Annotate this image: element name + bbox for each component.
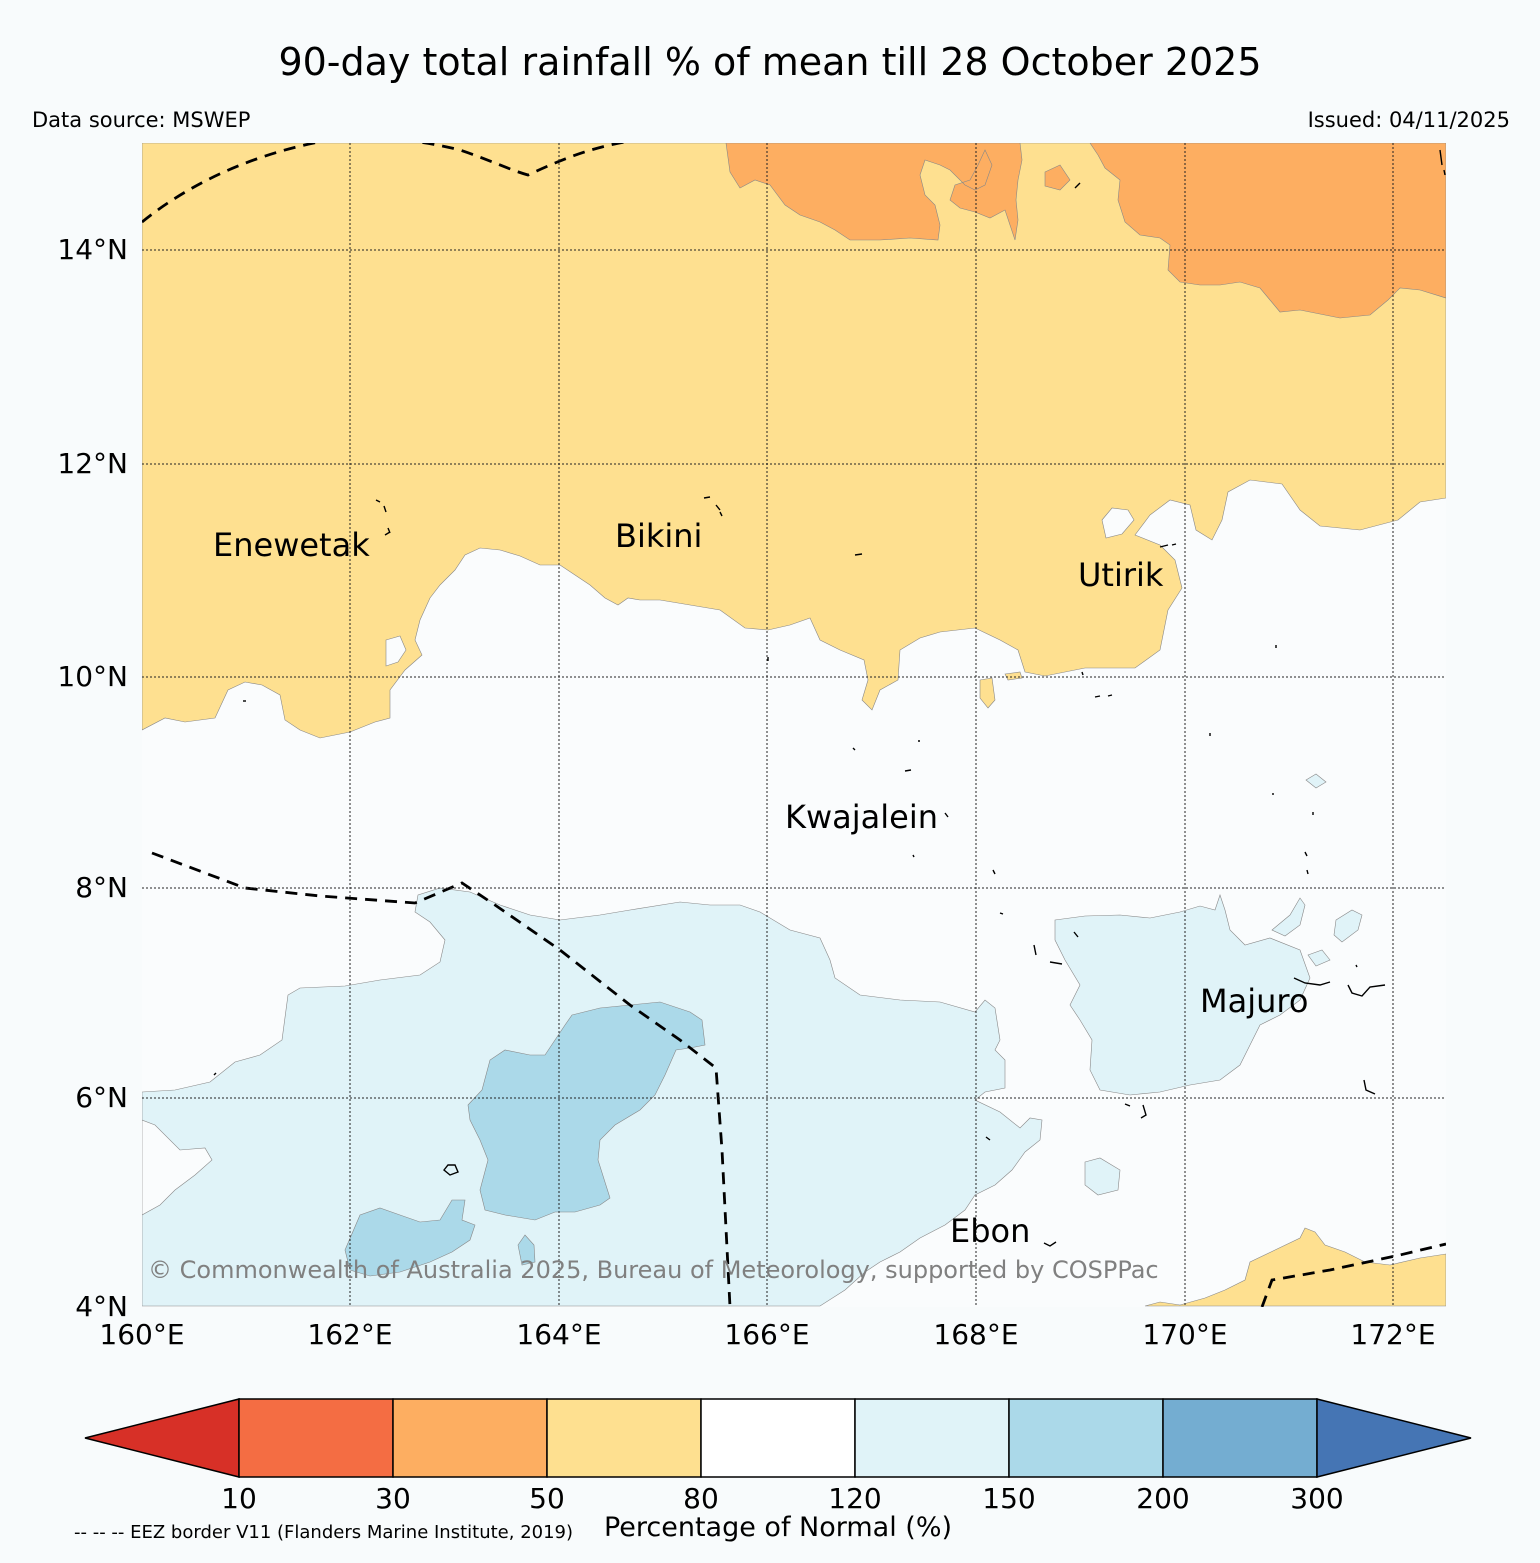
colorbar-tick: 150 [982,1482,1035,1515]
field-50-80-north [142,143,1446,739]
lon-label-168e: 168°E [933,1318,1018,1351]
lon-label-170e: 170°E [1142,1318,1227,1351]
colorbar-tick: 30 [375,1482,411,1515]
colorbar-swatch-200-300 [1162,1398,1318,1478]
colorbar-swatch-10-30 [238,1398,394,1478]
colorbar-swatch-80-120 [700,1398,856,1478]
field-150-200-south [344,1199,476,1277]
lat-labels: 14°N 12°N 10°N 8°N 6°N 4°N [57,233,128,1323]
place-kwajalein: Kwajalein [785,798,938,836]
lat-label-6n: 6°N [75,1081,128,1114]
lon-label-160e: 160°E [99,1318,184,1351]
field-120-150-majuro [1054,894,1311,1096]
place-labels: Enewetak Bikini Utirik Kwajalein Majuro … [213,517,1308,1250]
colorbar-extend-low [84,1398,240,1478]
field-80-120-hole [1101,507,1135,539]
lat-label-10n: 10°N [57,660,128,693]
field-30-50-west [725,143,1023,241]
colorbar-tick: 300 [1290,1482,1343,1515]
place-enewetak: Enewetak [213,526,370,564]
colorbar-tick: 200 [1136,1482,1189,1515]
field-50-80-patch [1004,671,1023,681]
lat-label-14n: 14°N [57,233,128,266]
colorbar [84,1398,1472,1478]
field-120-150-patch [1333,909,1363,943]
field-150-200-central [467,1001,706,1221]
lon-label-172e: 172°E [1350,1318,1435,1351]
place-bikini: Bikini [615,517,702,555]
colorbar-ticks: 10 30 50 80 120 150 200 300 [221,1482,1344,1515]
field-120-150-patch [1305,773,1327,789]
map-title: 90-day total rainfall % of mean till 28 … [278,40,1262,84]
copyright-notice: © Commonwealth of Australia 2025, Bureau… [148,1256,1159,1284]
field-150-200-patch [517,1234,536,1266]
field-50-80-southeast [1144,1227,1446,1307]
lon-labels: 160°E 162°E 164°E 166°E 168°E 170°E 172°… [99,1318,1435,1351]
colorbar-swatch-120-150 [854,1398,1010,1478]
lat-label-8n: 8°N [75,871,128,904]
rainfall-field [142,143,1446,1307]
eez-legend-note: -- -- -- EEZ border V11 (Flanders Marine… [74,1522,574,1543]
eez-borders [142,143,1446,1307]
colorbar-tick: 120 [828,1482,881,1515]
field-30-50-east [1089,143,1446,319]
field-30-50-patch [1044,164,1071,191]
field-80-120-hole [142,1119,213,1216]
place-utirik: Utirik [1078,556,1164,594]
lon-label-164e: 164°E [516,1318,601,1351]
field-120-150-patch [1307,949,1331,967]
issued-date: Issued: 04/11/2025 [1307,108,1510,132]
colorbar-extend-high [1316,1398,1472,1478]
lat-label-12n: 12°N [57,447,128,480]
gridlines [142,143,1446,1307]
data-source: Data source: MSWEP [32,108,251,132]
field-80-120-hole [385,635,407,667]
field-120-150-patch [1271,897,1306,937]
field-120-150-patch [1084,1157,1121,1196]
place-ebon: Ebon [950,1212,1030,1250]
colorbar-label: Percentage of Normal (%) [603,1512,953,1543]
colorbar-swatch-50-80 [546,1398,702,1478]
field-50-80-patch [979,677,996,709]
colorbar-tick: 10 [221,1482,257,1515]
lat-label-4n: 4°N [75,1290,128,1323]
colorbar-swatch-150-200 [1008,1398,1164,1478]
lon-label-162e: 162°E [307,1318,392,1351]
colorbar-tick: 80 [683,1482,719,1515]
colorbar-swatch-30-50 [392,1398,548,1478]
island-outlines [213,149,1446,1247]
place-majuro: Majuro [1200,982,1308,1020]
lon-label-166e: 166°E [724,1318,809,1351]
colorbar-tick: 50 [529,1482,565,1515]
